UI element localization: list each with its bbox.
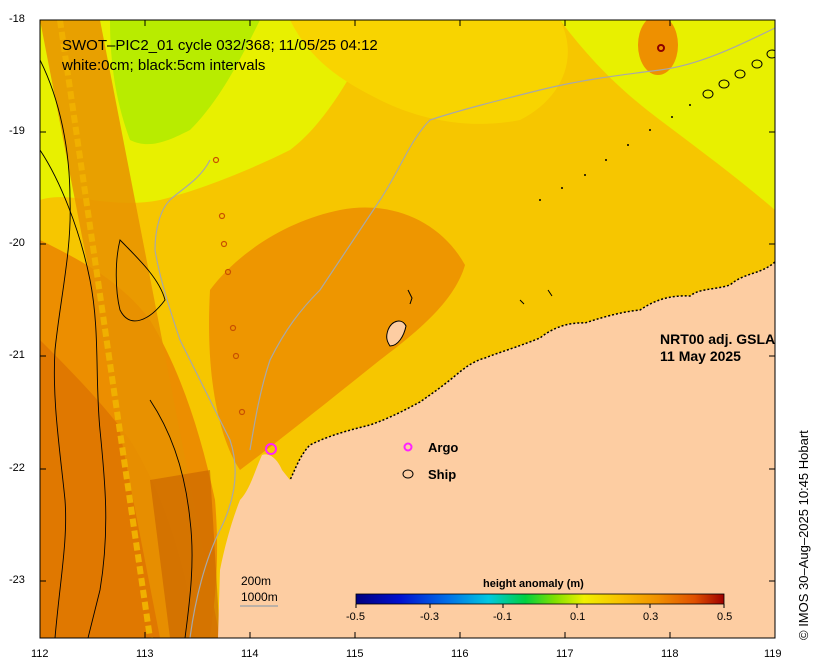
map-subtitle: white:0cm; black:5cm intervals [62, 57, 266, 74]
argo-legend-marker [403, 442, 413, 452]
lon-label-115: 115 [346, 648, 364, 660]
sla-contour-1 [40, 149, 107, 638]
lon-label-112: 112 [31, 648, 49, 660]
colorbar-ticks [355, 604, 725, 608]
bathymetry-200m [249, 27, 775, 451]
land-island [386, 320, 407, 347]
plot-border [39, 19, 776, 639]
sla-contour-3 [115, 239, 166, 322]
product-date: 11 May 2025 [660, 348, 741, 364]
lon-label-116: 116 [451, 648, 469, 660]
argo-legend-label: Argo [428, 440, 459, 455]
colorbar-tick-0: -0.5 [346, 611, 365, 623]
longitude-ticks [39, 20, 776, 638]
colorbar-tick-5: 0.5 [717, 611, 733, 623]
lon-label-119: 119 [764, 648, 782, 660]
swot-swath-dark [150, 470, 220, 638]
depth-label-200: 200m [241, 574, 272, 588]
swot-nadir-track [57, 20, 153, 638]
argo-trajectory [212, 156, 246, 416]
hotspot-ne [638, 20, 678, 75]
colorbar-tick-4: 0.3 [643, 611, 659, 623]
lon-label-118: 118 [661, 648, 679, 660]
lon-label-117: 117 [556, 648, 574, 660]
lat-label-20: -20 [9, 237, 25, 249]
ship-legend-marker [402, 469, 414, 479]
colorbar-tick-2: -0.1 [493, 611, 512, 623]
mid-anomaly-zone-top [290, 20, 568, 124]
coastline [289, 261, 775, 481]
lon-label-114: 114 [241, 648, 259, 660]
latitude-ticks [40, 19, 775, 582]
lon-label-113: 113 [136, 648, 154, 660]
lat-label-23: -23 [9, 574, 25, 586]
argo-float-marker[interactable] [265, 443, 277, 455]
bathymetry-1000m [154, 159, 236, 638]
lat-label-22: -22 [9, 462, 25, 474]
small-islands [407, 289, 553, 305]
colorbar [355, 593, 725, 605]
imos-credit: © IMOS 30–Aug–2025 10:45 Hobart [796, 430, 811, 640]
colorbar-tick-1: -0.3 [420, 611, 439, 623]
high-anomaly-zone-center [209, 207, 465, 470]
ship-legend-label: Ship [428, 467, 457, 482]
low-anomaly-zone-green [110, 20, 260, 145]
colorbar-title: height anomaly (m) [483, 578, 584, 590]
ship-track [702, 49, 775, 99]
low-anomaly-zone-ne [560, 20, 775, 210]
land-mainland [218, 235, 775, 638]
sla-contour-4 [149, 399, 193, 638]
sla-contour-2 [40, 59, 71, 638]
lat-label-18: -18 [9, 13, 25, 25]
product-label: NRT00 adj. GSLA [660, 331, 776, 347]
colorbar-tick-3: 0.1 [570, 611, 586, 623]
lat-label-21: -21 [9, 349, 25, 361]
map-plot-area [40, 20, 775, 638]
lat-label-19: -19 [9, 125, 25, 137]
ship-track-points [539, 104, 691, 201]
ship-position-marker[interactable] [657, 44, 665, 52]
depth-label-1000: 1000m [241, 590, 278, 604]
map-title: SWOT–PIC2_01 cycle 032/368; 11/05/25 04:… [62, 37, 378, 54]
